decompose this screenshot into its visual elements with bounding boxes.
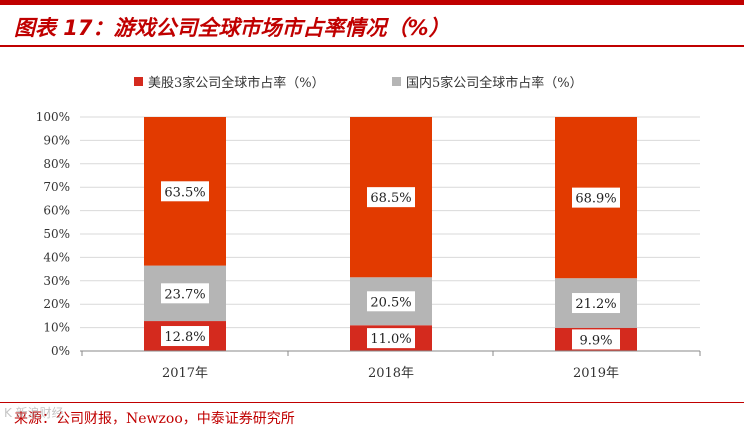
data-labels: 12.8% 23.7% 63.5% 11.0% 20.5% 68.5% 9.9% 21.2% 6…	[161, 181, 620, 350]
x-tick-label: 2018年	[368, 366, 414, 381]
legend-label-us: 美股3家公司全球市占率（%）	[148, 76, 325, 91]
x-tick-label: 2017年	[162, 366, 208, 381]
data-label: 12.8%	[164, 330, 205, 345]
y-tick-label: 30%	[43, 274, 70, 288]
y-tick-label: 100%	[36, 110, 70, 124]
y-tick-label: 80%	[43, 157, 70, 171]
source-note: 来源：公司财报，Newzoo，中泰证券研究所	[14, 411, 295, 427]
title-divider	[0, 45, 744, 47]
x-tick-label: 2019年	[573, 366, 619, 381]
y-tick-label: 40%	[43, 250, 70, 264]
data-label-box	[572, 293, 620, 314]
y-tick-label: 60%	[43, 204, 70, 218]
data-label-box	[572, 329, 620, 350]
data-label: 68.5%	[370, 191, 411, 206]
y-tick-label: 70%	[43, 180, 70, 194]
legend-swatch-us	[134, 77, 143, 86]
legend-item-us: 美股3家公司全球市占率（%）	[134, 72, 325, 91]
data-label-box	[367, 328, 415, 349]
data-label: 68.9%	[575, 192, 616, 207]
data-label-box	[572, 187, 620, 208]
watermark: K 新浪财经	[4, 406, 64, 420]
y-tick-label: 10%	[43, 321, 70, 335]
data-label-box	[161, 326, 209, 347]
page-title: 图表 17：游戏公司全球市场市占率情况（%）	[14, 16, 450, 40]
source-divider	[0, 402, 744, 403]
data-label-box	[161, 181, 209, 202]
x-axis-ticks: 2017年 2018年 2019年	[81, 351, 701, 381]
data-label-box	[161, 283, 209, 304]
data-label: 23.7%	[164, 287, 205, 302]
stacked-bar-chart: 0% 10% 20% 30% 40% 50% 60% 70% 80% 90% 100% 12.8% 2…	[36, 110, 701, 381]
data-label: 63.5%	[164, 185, 205, 200]
y-tick-label: 20%	[43, 297, 70, 311]
legend-label-domestic: 国内5家公司全球市占率（%）	[406, 76, 583, 91]
legend-item-domestic: 国内5家公司全球市占率（%）	[392, 72, 583, 91]
data-label-box	[367, 291, 415, 312]
data-label: 20.5%	[370, 295, 411, 310]
data-label-box	[367, 187, 415, 208]
y-tick-label: 90%	[43, 133, 70, 147]
y-tick-label: 50%	[43, 227, 70, 241]
data-label: 9.9%	[579, 333, 612, 348]
top-accent-bar	[0, 0, 744, 5]
data-label: 11.0%	[370, 332, 411, 347]
y-axis-ticks: 0% 10% 20% 30% 40% 50% 60% 70% 80% 90% 100%	[36, 110, 70, 358]
data-label: 21.2%	[575, 297, 616, 312]
bars	[144, 117, 637, 351]
legend-swatch-domestic	[392, 77, 401, 86]
chart-legend: 美股3家公司全球市占率（%） 国内5家公司全球市占率（%）	[0, 72, 744, 91]
y-tick-label: 0%	[51, 344, 70, 358]
